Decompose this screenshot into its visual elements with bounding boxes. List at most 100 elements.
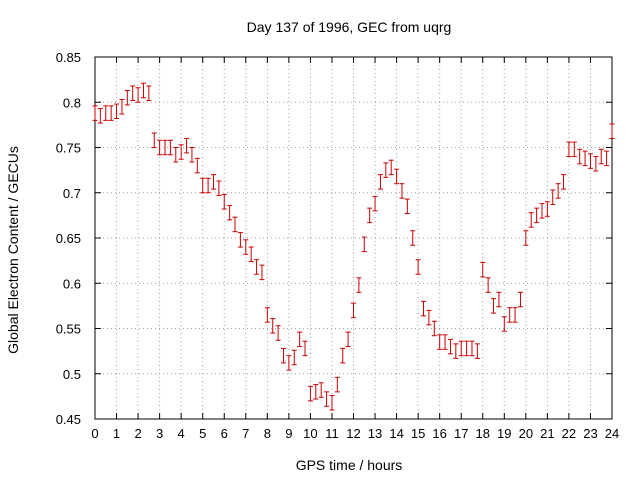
- data-point: [491, 298, 497, 314]
- data-point: [243, 239, 249, 255]
- x-tick-label: 1: [113, 426, 120, 441]
- x-tick-label: 17: [454, 426, 468, 441]
- y-tick-label: 0.8: [63, 95, 81, 110]
- data-point: [232, 216, 238, 233]
- data-point: [97, 108, 103, 124]
- data-point: [431, 320, 437, 337]
- x-tick-label: 4: [178, 426, 185, 441]
- data-point: [561, 174, 567, 190]
- y-tick-label: 0.65: [56, 231, 81, 246]
- data-point: [539, 203, 545, 219]
- data-point: [297, 331, 303, 348]
- data-points: [92, 82, 615, 411]
- data-point: [119, 99, 125, 115]
- data-point: [307, 385, 313, 402]
- data-point: [248, 246, 254, 263]
- data-point: [270, 318, 276, 334]
- x-tick-label: 7: [242, 426, 249, 441]
- data-point: [92, 105, 98, 121]
- data-point: [162, 139, 168, 156]
- y-tick-label: 0.75: [56, 141, 81, 156]
- data-point: [237, 232, 243, 248]
- data-point: [345, 331, 351, 348]
- data-point: [404, 198, 410, 215]
- x-tick-label: 24: [605, 426, 619, 441]
- data-point: [313, 384, 319, 400]
- data-point: [458, 340, 464, 357]
- data-point: [410, 230, 416, 246]
- x-tick-label: 23: [583, 426, 597, 441]
- data-point: [464, 340, 470, 357]
- data-point: [388, 159, 394, 176]
- data-point: [593, 156, 599, 172]
- y-tick-label: 0.5: [63, 367, 81, 382]
- data-point: [582, 150, 588, 167]
- data-point: [334, 376, 340, 393]
- x-tick-label: 12: [346, 426, 360, 441]
- data-point: [178, 144, 184, 160]
- x-tick-label: 19: [497, 426, 511, 441]
- data-point: [146, 85, 152, 101]
- x-tick-label: 16: [432, 426, 446, 441]
- data-point: [108, 105, 114, 121]
- x-tick-label: 10: [303, 426, 317, 441]
- data-point: [577, 148, 583, 165]
- y-tick-label: 0.85: [56, 50, 81, 65]
- data-point: [216, 180, 222, 196]
- data-point: [324, 391, 330, 407]
- axes: 0 1 2 3 4 5 6 7 8 9 10 11 12 13 14 15 16 17 18 19 20 21 22 23 24…: [56, 50, 620, 441]
- x-tick-label: 22: [562, 426, 576, 441]
- data-point: [254, 259, 260, 275]
- data-point: [124, 89, 130, 106]
- x-tick-label: 20: [519, 426, 533, 441]
- data-point: [394, 168, 400, 185]
- x-tick-label: 9: [285, 426, 292, 441]
- data-point: [437, 334, 443, 350]
- data-point: [173, 147, 179, 163]
- data-point: [447, 338, 453, 355]
- data-point: [227, 204, 233, 221]
- data-point: [367, 207, 373, 224]
- x-tick-label: 2: [134, 426, 141, 441]
- data-point: [151, 132, 157, 148]
- data-point: [259, 264, 265, 281]
- data-point: [114, 103, 120, 120]
- data-point: [194, 157, 200, 174]
- data-point: [275, 325, 281, 341]
- data-point: [507, 307, 513, 323]
- x-tick-label: 21: [540, 426, 554, 441]
- x-axis-label: GPS time / hours: [296, 457, 403, 473]
- data-point: [361, 236, 367, 253]
- data-point: [501, 316, 507, 332]
- data-point: [135, 87, 141, 103]
- data-point: [103, 105, 109, 121]
- grid-lines: [95, 57, 612, 419]
- data-point: [571, 141, 577, 158]
- data-point: [340, 347, 346, 364]
- data-point: [280, 347, 286, 364]
- data-point: [140, 82, 146, 99]
- data-point: [442, 334, 448, 350]
- data-point: [550, 189, 556, 206]
- data-point: [189, 147, 195, 163]
- data-point: [210, 174, 216, 190]
- data-point: [453, 343, 459, 359]
- data-point: [587, 153, 593, 169]
- data-point: [523, 230, 529, 246]
- data-point: [534, 207, 540, 224]
- y-tick-label: 0.6: [63, 276, 81, 291]
- data-point: [200, 177, 206, 194]
- data-point: [421, 300, 427, 317]
- x-tick-label: 13: [368, 426, 382, 441]
- data-point: [372, 195, 378, 212]
- x-tick-label: 5: [199, 426, 206, 441]
- data-point: [377, 174, 383, 190]
- data-point: [426, 309, 432, 326]
- data-point: [351, 302, 356, 319]
- data-point: [291, 349, 297, 366]
- data-point: [469, 340, 475, 357]
- data-point: [399, 183, 405, 199]
- data-point: [167, 139, 173, 156]
